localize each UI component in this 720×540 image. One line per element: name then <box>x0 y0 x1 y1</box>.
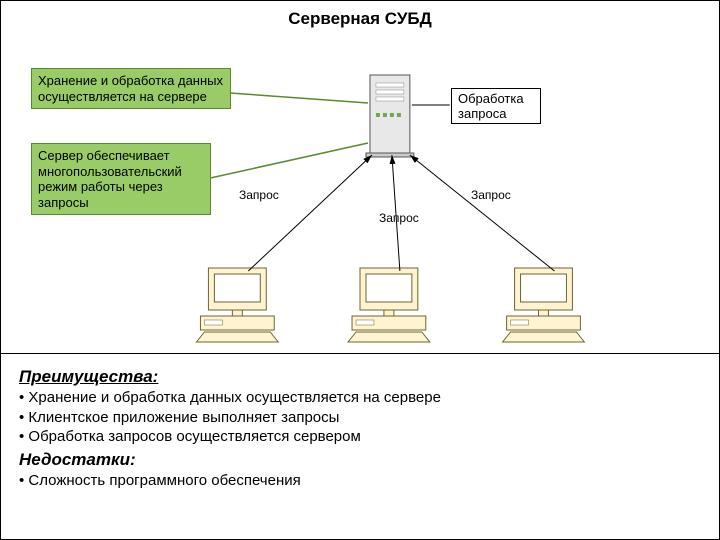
advantages-header: Преимущества: <box>19 366 701 388</box>
slide: Серверная СУБД Хранение и обработка данн… <box>0 0 720 540</box>
disadvantage-1: • Сложность программного обеспечения <box>19 471 701 491</box>
callout-storage-text: Хранение и обработка данных осуществляет… <box>38 73 223 104</box>
advantage-2: • Клиентское приложение выполняет запрос… <box>19 408 701 428</box>
processing-box-text: Обработка запроса <box>458 91 524 121</box>
label-request-2: Запрос <box>379 211 419 225</box>
callout-multiuser-text: Сервер обеспечивает многопользовательски… <box>38 148 182 210</box>
diagram-region: Хранение и обработка данных осуществляет… <box>1 33 719 354</box>
label-request-1: Запрос <box>239 188 279 202</box>
text-region: Преимущества: • Хранение и обработка дан… <box>1 354 719 498</box>
disadvantages-header: Недостатки: <box>19 449 701 471</box>
processing-box: Обработка запроса <box>451 88 541 124</box>
callout-storage: Хранение и обработка данных осуществляет… <box>31 68 231 109</box>
advantage-1: • Хранение и обработка данных осуществля… <box>19 388 701 408</box>
callout-multiuser: Сервер обеспечивает многопользовательски… <box>31 143 211 215</box>
advantage-3: • Обработка запросов осуществляется серв… <box>19 427 701 447</box>
slide-title: Серверная СУБД <box>1 1 719 33</box>
label-request-3: Запрос <box>471 188 511 202</box>
